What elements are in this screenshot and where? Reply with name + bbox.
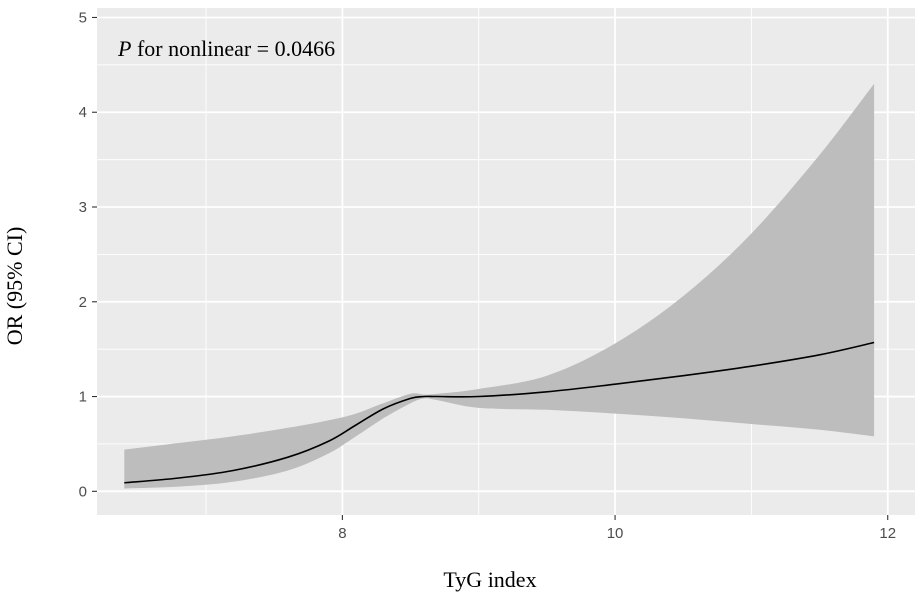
y-axis-ticks: 0 1 2 3 4 5 <box>79 9 97 500</box>
x-tick-label: 8 <box>338 525 346 542</box>
x-axis-title: TyG index <box>443 567 536 592</box>
y-tick-label: 1 <box>79 389 87 406</box>
x-axis-ticks: 8 10 12 <box>338 515 896 542</box>
grid-major <box>97 8 915 515</box>
y-axis-title: OR (95% CI) <box>2 227 27 346</box>
nonlinear-annotation: P for nonlinear = 0.0466 <box>117 36 335 61</box>
y-tick-label: 3 <box>79 199 87 216</box>
or-curve-line <box>124 341 875 484</box>
y-tick-label: 2 <box>79 294 87 311</box>
x-tick-label: 10 <box>607 525 624 542</box>
annotation-text: for nonlinear = 0.0466 <box>131 36 335 61</box>
y-tick-label: 5 <box>79 9 87 26</box>
y-tick-label: 4 <box>79 104 87 121</box>
x-tick-label: 12 <box>879 525 896 542</box>
annotation-p: P <box>117 36 131 61</box>
y-tick-label: 0 <box>79 483 87 500</box>
confidence-band <box>124 83 875 489</box>
